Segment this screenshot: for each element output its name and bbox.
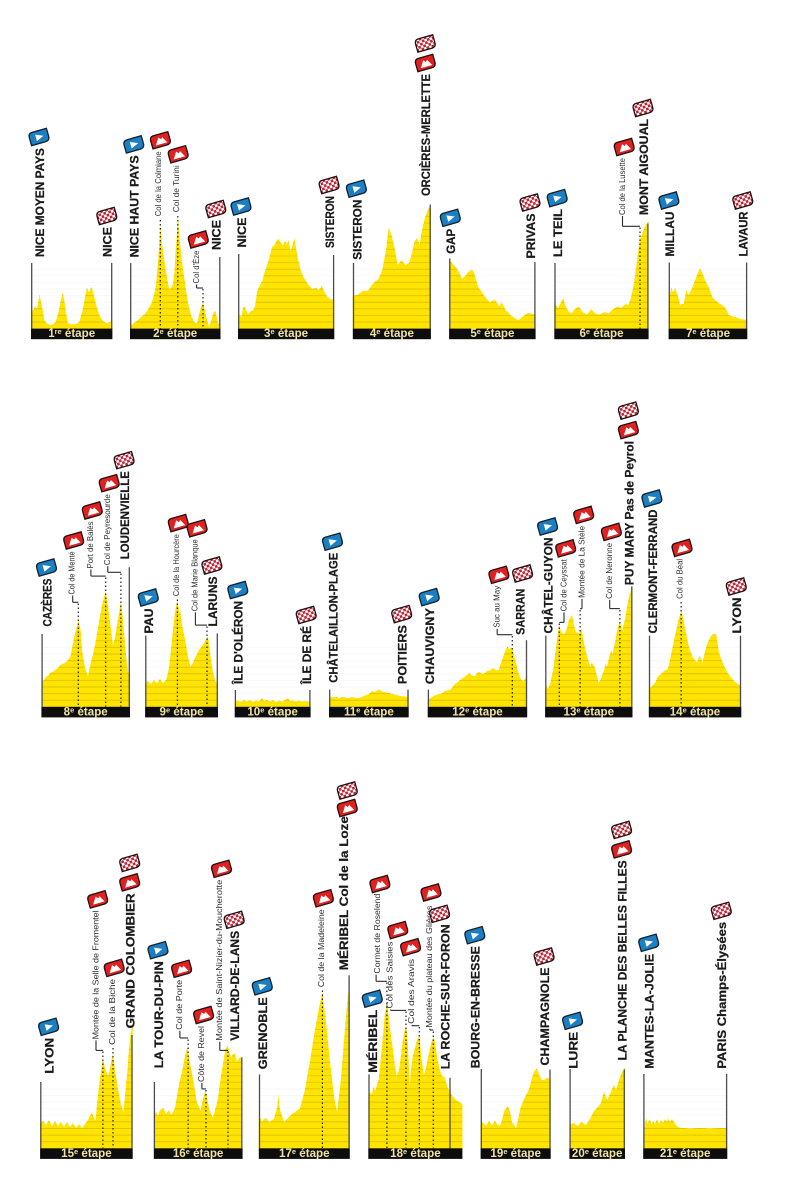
svg-text:Col de Marie Blanque: Col de Marie Blanque xyxy=(190,539,200,611)
svg-text:CHÂTELAILLON-PLAGE: CHÂTELAILLON-PLAGE xyxy=(327,552,340,682)
svg-text:NICE: NICE xyxy=(103,227,115,257)
svg-text:LYON: LYON xyxy=(732,598,744,634)
svg-text:PAU: PAU xyxy=(144,609,156,634)
svg-text:Montée de La Stèle: Montée de La Stèle xyxy=(576,526,586,598)
svg-text:PARIS Champs-Élysées: PARIS Champs-Élysées xyxy=(716,922,729,1069)
svg-text:MONT AIGOUAL: MONT AIGOUAL xyxy=(639,119,651,215)
svg-text:Col de la Hourcère: Col de la Hourcère xyxy=(171,534,181,596)
svg-text:14e étape: 14e étape xyxy=(670,705,721,718)
svg-text:LA PLANCHE DES BELLES FILLES: LA PLANCHE DES BELLES FILLES xyxy=(618,860,630,1060)
svg-text:ORCIÈRES-MERLETTE: ORCIÈRES-MERLETTE xyxy=(420,74,433,196)
svg-text:ÎLE D'OLÉRON: ÎLE D'OLÉRON xyxy=(233,601,246,685)
svg-text:20e étape: 20e étape xyxy=(572,1147,623,1160)
svg-text:5e étape: 5e étape xyxy=(470,327,515,340)
svg-text:CHAUVIGNY: CHAUVIGNY xyxy=(425,608,437,684)
svg-text:Suc au May: Suc au May xyxy=(492,585,502,628)
svg-text:Col de la Lusette: Col de la Lusette xyxy=(617,158,627,215)
svg-text:LAVAUR: LAVAUR xyxy=(739,211,751,257)
svg-text:Col de Peyresourde: Col de Peyresourde xyxy=(102,494,112,565)
svg-text:LURE: LURE xyxy=(569,1031,581,1068)
svg-text:CLERMONT-FERRAND: CLERMONT-FERRAND xyxy=(648,510,660,634)
svg-text:LYON: LYON xyxy=(45,1038,57,1074)
svg-text:GAP: GAP xyxy=(446,228,458,253)
svg-text:13e étape: 13e étape xyxy=(564,705,615,718)
svg-text:2e étape: 2e étape xyxy=(153,327,198,340)
svg-text:21e étape: 21e étape xyxy=(660,1147,711,1160)
svg-text:SISTERON: SISTERON xyxy=(325,196,337,248)
svg-text:Col des Aravis: Col des Aravis xyxy=(406,959,416,1024)
svg-text:19e étape: 19e étape xyxy=(490,1147,541,1160)
svg-text:Col de Menté: Col de Menté xyxy=(66,551,76,594)
svg-text:8e étape: 8e étape xyxy=(64,705,109,718)
svg-text:4e étape: 4e étape xyxy=(370,327,415,340)
svg-text:LOUDENVIELLE: LOUDENVIELLE xyxy=(120,471,132,559)
svg-text:Col de Ceyssat: Col de Ceyssat xyxy=(558,559,568,612)
svg-text:NICE: NICE xyxy=(237,217,249,247)
svg-text:NICE HAUT PAYS: NICE HAUT PAYS xyxy=(130,155,142,257)
svg-text:Col de la Madeleine: Col de la Madeleine xyxy=(316,909,326,987)
svg-text:Col de Porte: Col de Porte xyxy=(174,980,184,1030)
svg-text:3e étape: 3e étape xyxy=(264,327,309,340)
svg-text:MÉRIBEL: MÉRIBEL xyxy=(367,1010,380,1073)
svg-text:CAZÈRES: CAZÈRES xyxy=(41,578,54,626)
svg-text:7e étape: 7e étape xyxy=(686,327,731,340)
svg-text:MANTES-LA-JOLIE: MANTES-LA-JOLIE xyxy=(645,953,657,1068)
svg-text:GRENOBLE: GRENOBLE xyxy=(258,997,270,1069)
svg-text:12e étape: 12e étape xyxy=(452,705,503,718)
svg-text:Col de la Colmiane: Col de la Colmiane xyxy=(153,151,163,216)
svg-text:Montée de la Selle de Fromente: Montée de la Selle de Fromentel xyxy=(90,910,100,1039)
svg-text:ÎLE DE RÉ: ÎLE DE RÉ xyxy=(301,626,314,685)
svg-text:15e étape: 15e étape xyxy=(61,1147,112,1160)
svg-text:18e étape: 18e étape xyxy=(390,1147,441,1160)
svg-text:16e étape: 16e étape xyxy=(173,1147,224,1160)
svg-text:POITIERS: POITIERS xyxy=(398,625,410,684)
svg-text:Col d'Èze: Col d'Èze xyxy=(191,250,201,283)
svg-text:BOURG-EN-BRESSE: BOURG-EN-BRESSE xyxy=(471,946,483,1068)
svg-text:MÉRIBEL Col de la Loze: MÉRIBEL Col de la Loze xyxy=(338,816,351,970)
svg-text:SARRAN: SARRAN xyxy=(516,589,528,635)
svg-text:LA TOUR-DU-PIN: LA TOUR-DU-PIN xyxy=(154,961,166,1068)
svg-text:SISTERON: SISTERON xyxy=(352,200,364,260)
svg-text:LE TEIL: LE TEIL xyxy=(553,209,565,257)
svg-text:PRIVAS: PRIVAS xyxy=(526,213,538,258)
svg-text:Cormet de Roselend: Cormet de Roselend xyxy=(372,893,382,973)
svg-text:11e étape: 11e étape xyxy=(344,705,394,718)
svg-text:Montée du plateau des Glières: Montée du plateau des Glières xyxy=(424,906,434,1028)
svg-text:1re étape: 1re étape xyxy=(48,327,96,340)
svg-text:Côte de Revel: Côte de Revel xyxy=(196,1026,206,1082)
svg-text:17e étape: 17e étape xyxy=(279,1147,330,1160)
svg-text:LA ROCHE-SUR-FORON: LA ROCHE-SUR-FORON xyxy=(440,924,452,1069)
svg-text:Port de Balès: Port de Balès xyxy=(85,522,95,569)
svg-text:Col de Turini: Col de Turini xyxy=(171,165,181,212)
svg-text:PUY MARY Pas de Peyrol: PUY MARY Pas de Peyrol xyxy=(624,441,636,585)
svg-text:CHÂTEL-GUYON: CHÂTEL-GUYON xyxy=(543,538,556,634)
svg-text:NICE: NICE xyxy=(212,220,224,250)
svg-text:VILLARD-DE-LANS: VILLARD-DE-LANS xyxy=(230,930,242,1040)
svg-text:Col de la Biche: Col de la Biche xyxy=(107,979,117,1045)
svg-text:GRAND COLOMBIER: GRAND COLOMBIER xyxy=(126,893,138,1029)
svg-text:Col du Béal: Col du Béal xyxy=(675,559,685,599)
svg-text:CHAMPAGNOLE: CHAMPAGNOLE xyxy=(540,967,552,1065)
svg-text:NICE MOYEN PAYS: NICE MOYEN PAYS xyxy=(35,148,47,257)
svg-text:LARUNS: LARUNS xyxy=(208,576,220,626)
svg-text:Montée de Saint-Nizier-du-Mouc: Montée de Saint-Nizier-du-Moucherotte xyxy=(214,880,224,1041)
svg-text:9e étape: 9e étape xyxy=(160,705,205,718)
svg-text:6e étape: 6e étape xyxy=(579,327,624,340)
svg-text:Col des Saisies: Col des Saisies xyxy=(385,942,395,1009)
svg-text:Col de Neronne: Col de Neronne xyxy=(604,543,614,599)
svg-text:MILLAU: MILLAU xyxy=(665,212,677,257)
svg-text:10e étape: 10e étape xyxy=(247,705,298,718)
